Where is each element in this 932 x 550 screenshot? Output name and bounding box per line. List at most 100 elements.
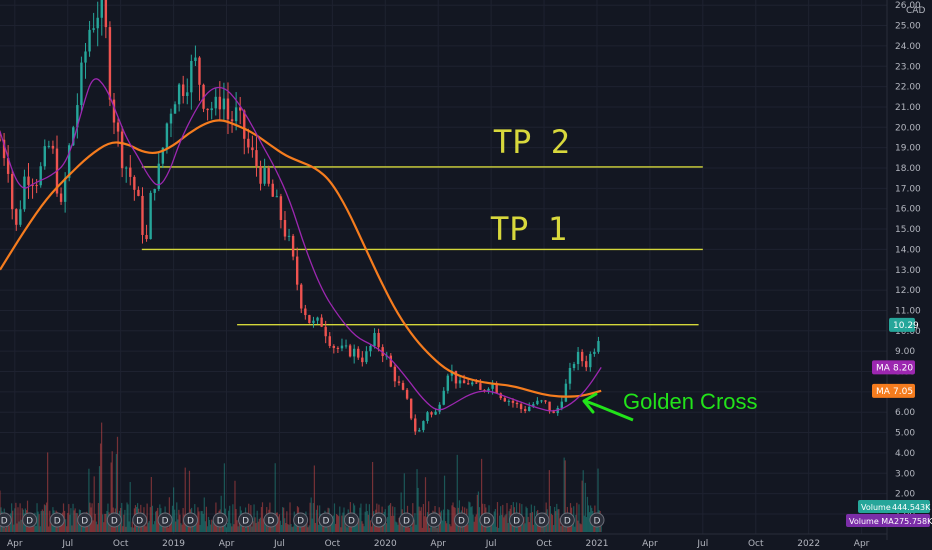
dividend-marker[interactable]: D	[343, 512, 359, 528]
dividend-marker-label: D	[564, 517, 571, 527]
volume-bar	[169, 523, 172, 532]
dividend-marker-circle[interactable]	[453, 512, 469, 528]
candle-body	[72, 127, 75, 146]
volume-bar	[103, 522, 105, 532]
dividend-marker-circle[interactable]	[589, 512, 605, 528]
candle-body	[173, 104, 177, 114]
volume-bar	[115, 454, 118, 532]
dividend-marker[interactable]: D	[106, 512, 122, 528]
dividend-marker-circle[interactable]	[371, 512, 387, 528]
volume-bar	[368, 504, 371, 532]
dividend-marker[interactable]: D	[453, 512, 469, 528]
x-tick-label: 2021	[586, 539, 609, 549]
dividend-marker-circle[interactable]	[157, 512, 173, 528]
dividend-marker-circle[interactable]	[238, 512, 254, 528]
candle-body	[295, 256, 299, 285]
volume-bar	[489, 524, 491, 532]
candle-body	[536, 400, 539, 405]
dividend-marker-circle[interactable]	[426, 512, 442, 528]
volume-bar	[226, 522, 229, 532]
dividend-marker[interactable]: D	[49, 512, 65, 528]
volume-bar	[371, 461, 374, 532]
dividend-marker-circle[interactable]	[49, 512, 65, 528]
volume-bar	[334, 523, 337, 532]
volume-bar	[451, 505, 453, 532]
candle-body	[515, 402, 519, 405]
dividend-marker-circle[interactable]	[318, 512, 334, 528]
dividend-marker[interactable]: D	[589, 512, 605, 528]
dividend-marker[interactable]: D	[426, 512, 442, 528]
volume-bar	[561, 521, 563, 532]
dividend-marker[interactable]: D	[238, 512, 254, 528]
volume-bar	[174, 509, 176, 532]
dividend-marker[interactable]: D	[293, 512, 309, 528]
volume-bar	[186, 523, 188, 532]
dividend-marker[interactable]: D	[77, 512, 93, 528]
dividend-marker-circle[interactable]	[293, 512, 309, 528]
dividend-marker-circle[interactable]	[106, 512, 122, 528]
volume-bar	[360, 503, 362, 532]
dividend-marker[interactable]: D	[398, 512, 414, 528]
volume-bar	[70, 508, 72, 532]
volume-bar	[214, 522, 216, 532]
x-tick-label: Jul	[485, 539, 497, 549]
dividend-marker-circle[interactable]	[343, 512, 359, 528]
candle-body	[454, 370, 458, 384]
volume-bar	[441, 520, 444, 532]
candle-body	[458, 380, 462, 384]
dividend-marker[interactable]: D	[559, 512, 575, 528]
dividend-marker[interactable]: D	[509, 512, 525, 528]
volume-bar	[290, 524, 292, 532]
volume-bar	[235, 509, 237, 532]
horizontal-levels[interactable]	[141, 166, 703, 326]
volume-bar	[578, 504, 580, 532]
volume-bar	[253, 504, 255, 532]
volume-bar	[145, 526, 147, 532]
dividend-marker[interactable]: D	[212, 512, 228, 528]
volume-bar	[586, 496, 589, 532]
dividend-marker[interactable]: D	[22, 512, 38, 528]
volume-bar	[49, 510, 51, 532]
dividend-marker[interactable]: D	[183, 512, 199, 528]
dividend-marker[interactable]: D	[371, 512, 387, 528]
volume-bar	[417, 487, 419, 532]
volume-bar	[162, 524, 164, 532]
dividend-marker[interactable]: D	[479, 512, 495, 528]
dividend-marker-circle[interactable]	[77, 512, 93, 528]
dividend-marker-circle[interactable]	[263, 512, 279, 528]
candle-body	[308, 315, 311, 324]
dividend-marker[interactable]: D	[318, 512, 334, 528]
dividend-marker[interactable]: D	[157, 512, 173, 528]
dividend-marker-circle[interactable]	[479, 512, 495, 528]
volume-bar	[530, 504, 532, 532]
dividend-marker[interactable]: D	[132, 512, 148, 528]
y-tick-label: 4.00	[895, 449, 915, 459]
dividend-marker-circle[interactable]	[509, 512, 525, 528]
volume-bar	[524, 523, 526, 532]
dividend-marker-circle[interactable]	[212, 512, 228, 528]
volume-bar	[452, 502, 454, 532]
volume-bar	[277, 516, 279, 532]
dividend-marker-circle[interactable]	[534, 512, 550, 528]
candle-body	[528, 406, 531, 411]
dividend-marker-circle[interactable]	[183, 512, 199, 528]
dividend-marker[interactable]: D	[0, 512, 12, 528]
volume-bar	[17, 507, 19, 532]
dividend-marker-circle[interactable]	[398, 512, 414, 528]
volume-bar	[332, 515, 335, 532]
candle-body	[401, 382, 405, 390]
candle-body	[519, 404, 523, 410]
volume-bar	[68, 504, 70, 532]
volume-bar	[44, 505, 47, 532]
dividend-marker[interactable]: D	[534, 512, 550, 528]
dividend-marker-circle[interactable]	[22, 512, 38, 528]
volume-bar	[543, 523, 545, 532]
dividend-marker-circle[interactable]	[559, 512, 575, 528]
dividend-marker-circle[interactable]	[132, 512, 148, 528]
dividend-marker-circle[interactable]	[0, 512, 12, 528]
dividend-marker[interactable]: D	[263, 512, 279, 528]
volume-bar	[581, 480, 583, 532]
